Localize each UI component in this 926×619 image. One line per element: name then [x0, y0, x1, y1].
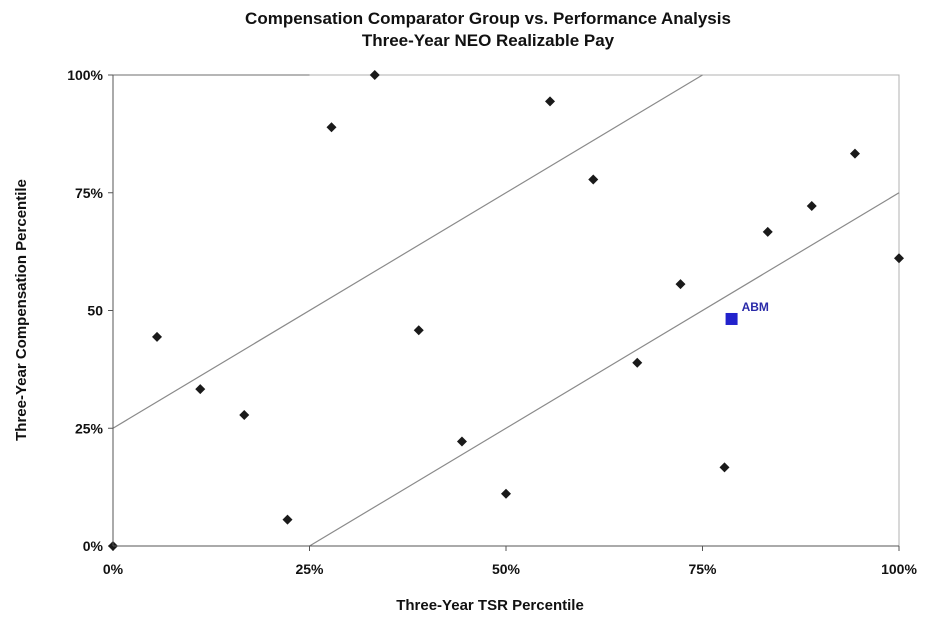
x-tick-label: 50% [492, 561, 521, 577]
y-tick-label: 75% [75, 185, 104, 201]
data-point [152, 331, 163, 342]
data-point [195, 384, 206, 395]
data-point [762, 226, 773, 237]
data-point [719, 462, 730, 473]
data-point [849, 148, 860, 159]
data-point [675, 279, 686, 290]
y-axis-ticks: 0% 25% 50 75% 100% [67, 67, 113, 554]
data-point [545, 96, 556, 107]
data-points: ABM [108, 70, 904, 551]
y-tick-label: 25% [75, 420, 104, 436]
data-point [413, 325, 424, 336]
x-tick-label: 75% [688, 561, 717, 577]
y-axis-title: Three-Year Compensation Percentile [13, 179, 30, 441]
data-point [632, 357, 643, 368]
data-point [456, 436, 467, 447]
x-axis-title: Three-Year TSR Percentile [396, 597, 584, 614]
data-point [239, 410, 250, 421]
data-point [369, 70, 380, 80]
data-point [894, 253, 904, 264]
reference-line-1 [309, 192, 900, 547]
highlight-point [725, 312, 738, 325]
chart-title: Compensation Comparator Group vs. Perfor… [245, 9, 731, 28]
y-tick-label: 100% [67, 67, 103, 83]
reference-line-0 [112, 74, 703, 429]
point-annotation: ABM [742, 300, 769, 314]
data-point [282, 514, 293, 525]
x-tick-label: 25% [295, 561, 324, 577]
data-point [501, 488, 511, 499]
data-point [326, 122, 337, 133]
y-tick-label: 0% [83, 538, 104, 554]
data-point [806, 200, 817, 211]
x-tick-label: 100% [881, 561, 917, 577]
y-tick-label: 50 [87, 303, 103, 319]
reference-lines [112, 74, 900, 547]
data-point [588, 174, 599, 185]
x-axis-ticks: 0% 25% 50% 75% 100% [103, 546, 917, 577]
x-tick-label: 0% [103, 561, 124, 577]
chart-subtitle: Three-Year NEO Realizable Pay [362, 31, 615, 50]
plot-area-frame [112, 74, 900, 547]
